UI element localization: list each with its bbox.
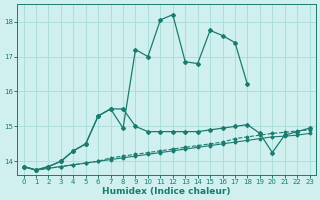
X-axis label: Humidex (Indice chaleur): Humidex (Indice chaleur) (102, 187, 231, 196)
